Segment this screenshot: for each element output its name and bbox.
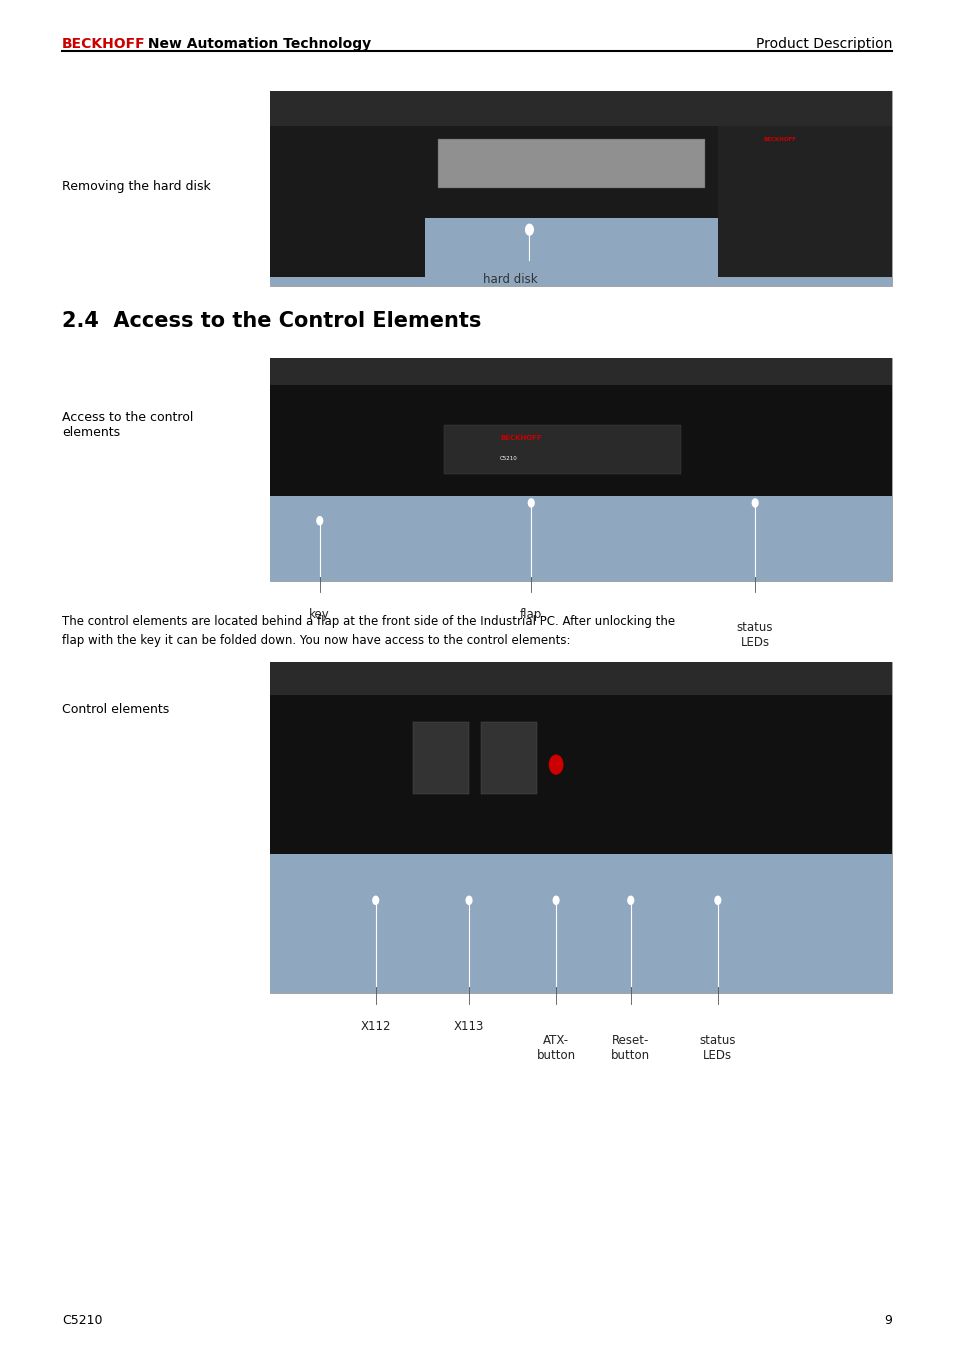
Text: C5210: C5210: [499, 455, 517, 461]
Circle shape: [373, 896, 378, 904]
Text: flap: flap: [519, 608, 542, 621]
Text: key: key: [309, 608, 330, 621]
Text: Product Description: Product Description: [755, 36, 891, 51]
Bar: [270, 91, 891, 199]
Bar: [270, 834, 891, 993]
Bar: [270, 696, 891, 854]
Bar: [413, 721, 469, 794]
Text: X112: X112: [360, 1020, 391, 1034]
Text: 2.4  Access to the Control Elements: 2.4 Access to the Control Elements: [62, 311, 481, 331]
Text: Control elements: Control elements: [62, 703, 169, 716]
Text: Reset-
button: Reset- button: [611, 1034, 650, 1062]
Text: The control elements are located behind a flap at the front side of the Industri: The control elements are located behind …: [62, 615, 675, 647]
Circle shape: [752, 499, 758, 507]
Text: Access to the control
elements: Access to the control elements: [62, 411, 193, 439]
Text: status
LEDs: status LEDs: [736, 621, 773, 650]
Bar: [270, 91, 891, 126]
Circle shape: [466, 896, 472, 904]
Bar: [437, 139, 704, 189]
Text: ATX-
button: ATX- button: [536, 1034, 575, 1062]
Circle shape: [528, 499, 534, 507]
Text: BECKHOFF: BECKHOFF: [762, 136, 796, 142]
Circle shape: [525, 224, 533, 235]
Bar: [270, 662, 891, 694]
Circle shape: [714, 896, 720, 904]
Bar: [270, 358, 891, 385]
Text: X113: X113: [454, 1020, 484, 1034]
Circle shape: [627, 896, 633, 904]
Bar: [270, 385, 891, 496]
Circle shape: [316, 516, 322, 524]
Text: BECKHOFF: BECKHOFF: [499, 435, 541, 442]
Bar: [717, 126, 891, 277]
Bar: [270, 488, 891, 581]
Bar: [270, 358, 891, 581]
Bar: [270, 91, 891, 286]
Circle shape: [549, 755, 562, 774]
Bar: [270, 358, 891, 488]
Text: BECKHOFF: BECKHOFF: [62, 36, 146, 51]
Bar: [270, 662, 891, 834]
Text: Removing the hard disk: Removing the hard disk: [62, 180, 211, 193]
Bar: [425, 126, 717, 218]
Bar: [270, 199, 891, 286]
Bar: [444, 424, 679, 474]
Text: 9: 9: [883, 1313, 891, 1327]
Circle shape: [553, 896, 558, 904]
Text: status
LEDs: status LEDs: [699, 1034, 736, 1062]
Bar: [270, 126, 425, 277]
Bar: [481, 721, 537, 794]
Text: New Automation Technology: New Automation Technology: [143, 36, 371, 51]
Bar: [270, 662, 891, 993]
Text: hard disk: hard disk: [482, 273, 537, 286]
Text: C5210: C5210: [62, 1313, 102, 1327]
